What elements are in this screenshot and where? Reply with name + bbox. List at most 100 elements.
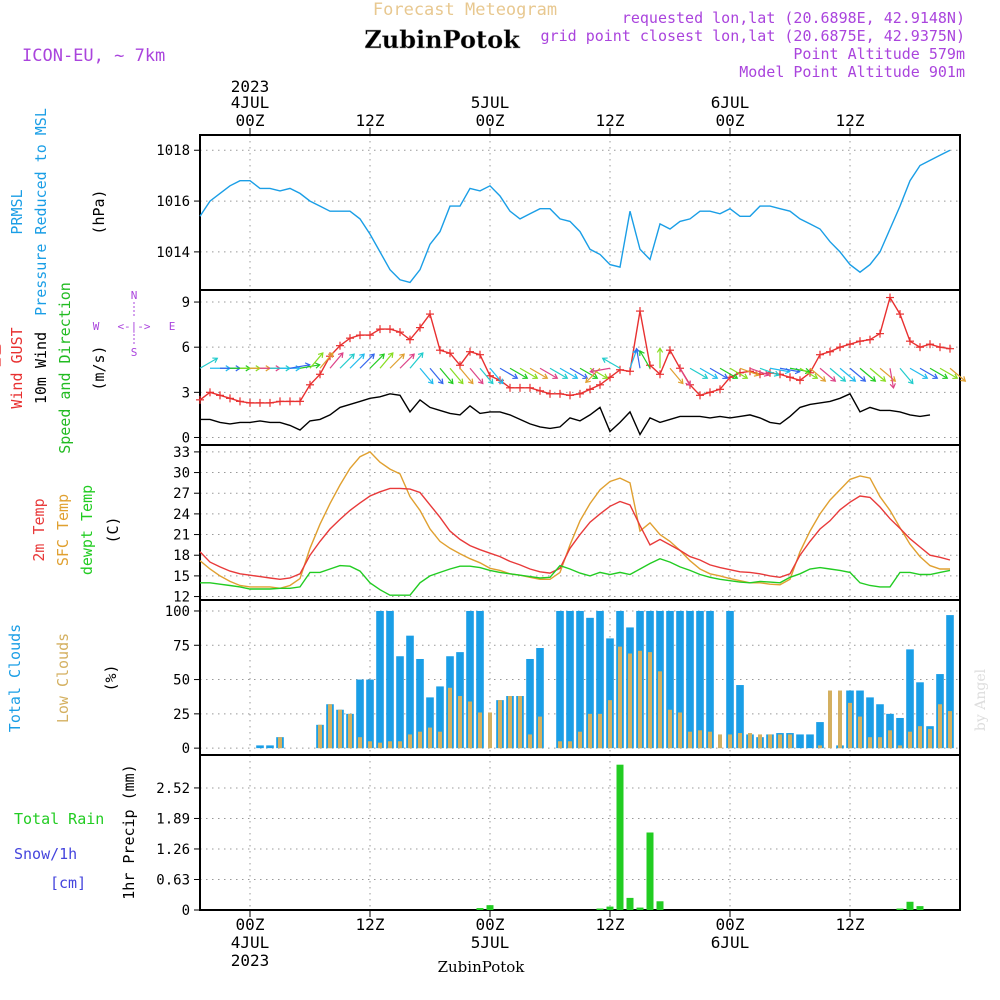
wind-direction-arrowhead [860,376,867,382]
wind-direction-arrowhead [763,370,770,377]
wind-direction-arrowhead [942,373,949,380]
low-clouds-bar [348,713,352,749]
x-tick-label-bottom: 00Z [236,915,265,934]
pressure-label-2: Pressure Reduced to MSL [32,108,50,316]
rain-bar [646,832,654,910]
y-tick-label: 18 [173,548,190,564]
wind-direction-arrow [909,367,928,379]
compass-e: E [169,320,176,333]
wind-direction-arrowhead [589,367,596,375]
low-clouds-bar [778,734,782,749]
y-tick-label: 0 [182,430,190,446]
wind-direction-arrow [469,367,484,384]
low-clouds-bar [598,713,602,749]
total-clouds-bar [416,658,424,749]
y-tick-label: 9 [182,295,190,311]
wind-direction-arrowhead [487,378,494,385]
x-tick-label-bottom: 12Z [836,915,865,934]
wind-direction-arrowhead [467,378,474,385]
wind-direction-arrowhead [870,376,877,382]
low-clouds-bar [278,737,282,749]
model-altitude: Model Point Altitude 901m [739,63,965,81]
wind-direction-arrow [319,352,334,369]
wind-direction-arrowhead [889,383,896,390]
total-clouds-bar [266,745,274,749]
wind-direction-arrow [439,367,454,384]
total-clouds-bar [376,610,384,749]
wind-direction-arrowhead [742,373,749,380]
wind-direction-arrowhead [922,373,929,380]
low-clouds-bar [458,696,462,749]
y-tick-label: 1016 [156,194,190,210]
wind-direction-arrowhead [820,376,827,382]
x-tick-label-bottom: 12Z [356,915,385,934]
low-clouds-bar [618,646,622,749]
wind-direction-arrow [409,352,424,369]
low-clouds-bar [578,731,582,749]
total-clouds-bar [356,679,364,749]
model-label: ICON-EU, ~ 7km [22,46,165,66]
total-clouds-bar [566,610,574,749]
total-clouds-bar [696,610,704,749]
low-clouds-bar [478,712,482,749]
low-clouds-bar [568,741,572,749]
y-tick-label: 1.26 [156,842,190,858]
wind-direction-arrowhead [585,377,591,384]
wind-direction-arrowhead [601,357,608,363]
wind-direction-arrowhead [387,352,394,358]
y-tick-label: 12 [173,590,190,606]
compass-n: N [131,289,138,302]
y-tick-label: 2.52 [156,781,190,797]
low-clouds-bar [488,712,492,749]
low-clouds-bar [728,734,732,749]
wind-direction-arrow [449,367,464,384]
y-tick-label: 33 [173,445,190,461]
low-clouds-bar [838,690,842,749]
y-tick-label: 100 [165,604,190,620]
wind-direction-arrowhead [399,353,405,360]
station-title: ZubinPotok [364,25,521,54]
wind-direction-arrow [399,353,415,369]
wind-direction-arrow [602,357,621,369]
compass-mid: <-|-> [117,320,150,333]
wind-direction-arrowhead [359,353,365,360]
x-tick-label-top: 12Z [596,111,625,130]
panel-frame [199,134,961,291]
rain-bar [596,908,604,910]
y-tick-label: 21 [173,528,190,544]
total-clouds-bar [596,610,604,749]
precip-unit: 1hr Precip (mm) [120,764,138,899]
low-clouds-bar [918,726,922,749]
y-tick-label: 0.63 [156,872,190,888]
total-clouds-bar [896,717,904,749]
low-clouds-bar [898,745,902,749]
credit: by Angel [973,668,989,731]
rain-bar [906,901,914,910]
wind-series-line [200,392,931,437]
wind-direction-arrow [829,367,846,382]
total-clouds-bar [476,610,484,749]
low-clouds-bar [648,652,652,749]
wind-direction-arrow [639,350,651,369]
wind-direction-arrow [859,367,876,382]
requested-coords: requested lon,lat (20.6898E, 42.9148N) [622,9,965,27]
wind-direction-arrowhead [349,353,355,360]
rain-bar [656,901,664,910]
total-clouds-bar [866,697,874,749]
rain-bar [916,906,924,910]
total-clouds-bar [906,649,914,749]
point-altitude: Point Altitude 579m [793,45,965,63]
y-tick-label: 1014 [156,245,190,261]
total-clouds-bar [256,745,264,749]
x-tick-label-top: 4JUL [231,93,270,112]
rain-bar [476,908,484,910]
x-tick-label-top: 5JUL [471,93,510,112]
wind-direction-arrowhead [314,362,321,369]
temp-2m-line [199,487,951,581]
total-clouds-bar [586,617,594,749]
low-clouds-bar [768,734,772,749]
y-tick-label: 24 [173,507,190,523]
temp-label-dewpt: dewpt Temp [78,485,96,575]
wind-direction-arrowhead [379,353,385,360]
wind-direction-arrow [759,367,779,376]
